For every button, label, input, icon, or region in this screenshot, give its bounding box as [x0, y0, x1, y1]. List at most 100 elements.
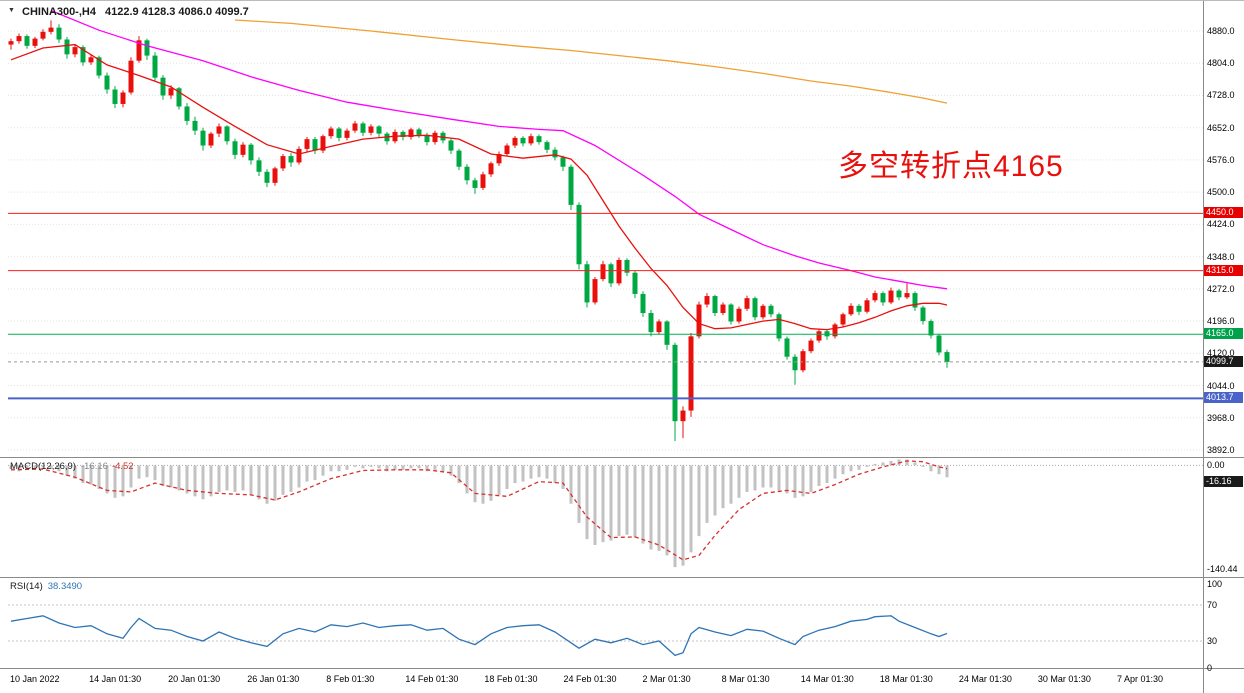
candle — [776, 312, 782, 342]
candle — [704, 293, 710, 308]
candle — [840, 312, 846, 328]
candle — [624, 258, 630, 277]
candle — [880, 291, 886, 306]
candle — [712, 294, 718, 316]
candle — [904, 283, 910, 300]
candle — [592, 276, 598, 305]
candle — [208, 131, 214, 149]
candle — [256, 157, 262, 177]
candle — [8, 38, 14, 50]
candle — [608, 262, 614, 288]
candle — [112, 86, 118, 109]
candle — [664, 320, 670, 350]
candle — [848, 303, 854, 316]
candle — [448, 138, 454, 154]
candle — [360, 121, 366, 137]
candle — [888, 287, 894, 305]
candle — [192, 116, 198, 135]
candle — [480, 171, 486, 191]
candle — [64, 36, 70, 59]
candle — [640, 291, 646, 317]
candle — [416, 127, 422, 138]
candle — [272, 166, 278, 186]
candle — [912, 291, 918, 311]
candle — [288, 153, 294, 167]
candle — [696, 301, 702, 339]
candle — [432, 130, 438, 145]
chart-dropdown-icon[interactable]: ▼ — [8, 7, 15, 14]
candle — [520, 136, 526, 147]
candle — [504, 143, 510, 157]
candle — [528, 133, 534, 146]
candle — [616, 257, 622, 286]
candle — [80, 45, 86, 66]
candle — [944, 349, 950, 368]
candle — [464, 164, 470, 185]
candle — [752, 296, 758, 321]
candle — [376, 125, 382, 138]
candle — [152, 52, 158, 82]
candle — [24, 34, 30, 49]
candle — [544, 140, 550, 154]
candle — [352, 120, 358, 133]
candle — [488, 161, 494, 177]
candle — [232, 138, 238, 160]
candle — [216, 123, 222, 138]
candle — [280, 153, 286, 171]
candle — [552, 147, 558, 161]
candle — [296, 146, 302, 165]
candles-layer — [8, 20, 950, 442]
candle — [120, 90, 126, 108]
rsi-line — [10, 615, 948, 657]
candle — [512, 136, 518, 149]
ma-fast-line — [10, 43, 948, 331]
candle — [472, 177, 478, 194]
candle — [632, 270, 638, 299]
candle — [728, 303, 734, 325]
candle — [240, 142, 246, 158]
candle — [768, 304, 774, 318]
candle — [264, 169, 270, 188]
candle — [320, 134, 326, 154]
candle — [72, 44, 78, 58]
candle — [48, 20, 54, 35]
macd-signal-line — [10, 460, 948, 561]
candle — [720, 302, 726, 316]
candle — [16, 33, 22, 44]
candle — [656, 319, 662, 335]
candle — [856, 304, 862, 316]
candle — [344, 128, 350, 141]
candle — [672, 342, 678, 442]
ma-slow-line — [234, 19, 948, 104]
candle — [88, 54, 94, 65]
candle — [936, 333, 942, 356]
candle — [560, 155, 566, 171]
candle — [928, 319, 934, 339]
candle — [368, 124, 374, 136]
candle — [312, 137, 318, 154]
candle — [760, 304, 766, 320]
candle — [808, 338, 814, 354]
candle — [128, 57, 134, 95]
candle — [336, 126, 342, 142]
candle — [920, 305, 926, 325]
candle — [784, 336, 790, 360]
candle — [792, 354, 798, 385]
candle — [304, 137, 310, 152]
candle — [200, 127, 206, 151]
candle — [688, 332, 694, 417]
candle — [224, 125, 230, 145]
candle — [536, 134, 542, 145]
candle — [576, 202, 582, 270]
candle — [56, 24, 62, 43]
candle — [144, 38, 150, 60]
candle — [872, 290, 878, 303]
candle — [744, 295, 750, 311]
candle — [176, 86, 182, 110]
candle — [680, 406, 686, 439]
candle — [496, 151, 502, 166]
candle — [32, 36, 38, 48]
ma-mid-line — [50, 9, 948, 290]
